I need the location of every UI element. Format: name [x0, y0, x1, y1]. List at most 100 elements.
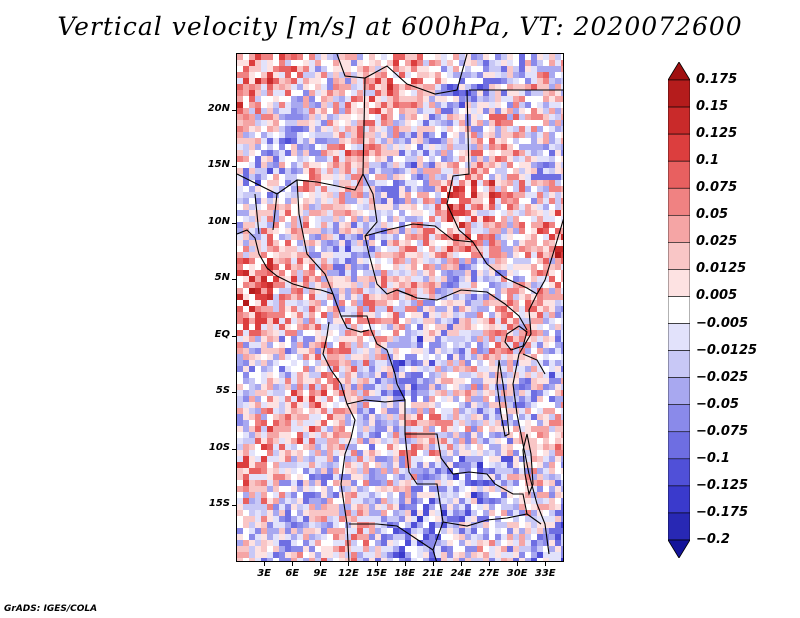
- field-cell: [267, 462, 274, 469]
- field-cell: [411, 510, 418, 517]
- field-cell: [495, 528, 502, 535]
- field-cell: [285, 330, 292, 337]
- field-cell: [423, 216, 430, 223]
- field-cell: [327, 300, 334, 307]
- field-cell: [501, 216, 508, 223]
- field-cell: [321, 528, 328, 535]
- field-cell: [255, 102, 262, 109]
- field-cell: [375, 228, 382, 235]
- field-cell: [429, 462, 436, 469]
- field-cell: [459, 84, 466, 91]
- field-cell: [525, 342, 532, 349]
- field-cell: [519, 102, 526, 109]
- field-cell: [363, 510, 370, 517]
- field-cell: [369, 90, 376, 97]
- field-cell: [327, 156, 334, 163]
- field-cell: [537, 264, 544, 271]
- field-cell: [249, 330, 256, 337]
- field-cell: [249, 210, 256, 217]
- field-cell: [309, 462, 316, 469]
- field-cell: [483, 378, 490, 385]
- field-cell: [279, 372, 286, 379]
- field-cell: [549, 546, 556, 553]
- field-cell: [399, 222, 406, 229]
- field-cell: [363, 414, 370, 421]
- lon-tick-label: 24E: [450, 568, 472, 579]
- field-cell: [531, 222, 538, 229]
- field-cell: [525, 240, 532, 247]
- map-plot-area: [236, 53, 564, 562]
- field-cell: [255, 90, 262, 97]
- field-cell: [483, 66, 490, 73]
- field-cell: [333, 150, 340, 157]
- field-cell: [345, 318, 352, 325]
- field-cell: [255, 168, 262, 175]
- field-cell: [351, 144, 358, 151]
- field-cell: [399, 228, 406, 235]
- field-cell: [489, 150, 496, 157]
- field-cell: [333, 210, 340, 217]
- field-cell: [549, 336, 556, 343]
- field-cell: [333, 474, 340, 481]
- field-cell: [291, 294, 298, 301]
- field-cell: [417, 282, 424, 289]
- field-cell: [369, 372, 376, 379]
- field-cell: [519, 114, 526, 121]
- field-cell: [285, 348, 292, 355]
- field-cell: [255, 306, 262, 313]
- field-cell: [297, 396, 304, 403]
- field-cell: [537, 90, 544, 97]
- field-cell: [459, 528, 466, 535]
- field-cell: [507, 312, 514, 319]
- field-cell: [489, 186, 496, 193]
- field-cell: [363, 522, 370, 529]
- field-cell: [519, 288, 526, 295]
- field-cell: [399, 534, 406, 541]
- field-cell: [453, 372, 460, 379]
- field-cell: [243, 558, 250, 561]
- field-cell: [525, 546, 532, 553]
- field-cell: [501, 174, 508, 181]
- colorbar-bands: [668, 62, 690, 558]
- field-cell: [531, 504, 538, 511]
- field-cell: [237, 210, 244, 217]
- field-cell: [375, 234, 382, 241]
- field-cell: [501, 72, 508, 79]
- field-cell: [375, 462, 382, 469]
- field-cell: [297, 84, 304, 91]
- field-cell: [273, 408, 280, 415]
- field-cell: [447, 318, 454, 325]
- field-cell: [417, 390, 424, 397]
- field-cell: [291, 366, 298, 373]
- field-cell: [405, 480, 412, 487]
- field-cell: [363, 336, 370, 343]
- field-cell: [309, 336, 316, 343]
- field-cell: [525, 222, 532, 229]
- field-cell: [543, 156, 550, 163]
- field-cell: [549, 348, 556, 355]
- field-cell: [291, 270, 298, 277]
- field-cell: [243, 324, 250, 331]
- field-cell: [411, 546, 418, 553]
- field-cell: [363, 156, 370, 163]
- field-cell: [447, 390, 454, 397]
- field-cell: [447, 450, 454, 457]
- field-cell: [531, 336, 538, 343]
- field-cell: [471, 168, 478, 175]
- field-cell: [519, 444, 526, 451]
- field-cell: [249, 216, 256, 223]
- field-cell: [237, 354, 244, 361]
- field-cell: [483, 270, 490, 277]
- field-cell: [447, 504, 454, 511]
- field-cell: [537, 78, 544, 85]
- field-cell: [327, 486, 334, 493]
- field-cell: [357, 378, 364, 385]
- lon-tick: [348, 562, 350, 566]
- field-cell: [429, 384, 436, 391]
- field-cell: [411, 228, 418, 235]
- field-cell: [363, 180, 370, 187]
- lon-tick: [545, 562, 547, 566]
- field-cell: [327, 552, 334, 559]
- field-cell: [501, 330, 508, 337]
- field-cell: [315, 114, 322, 121]
